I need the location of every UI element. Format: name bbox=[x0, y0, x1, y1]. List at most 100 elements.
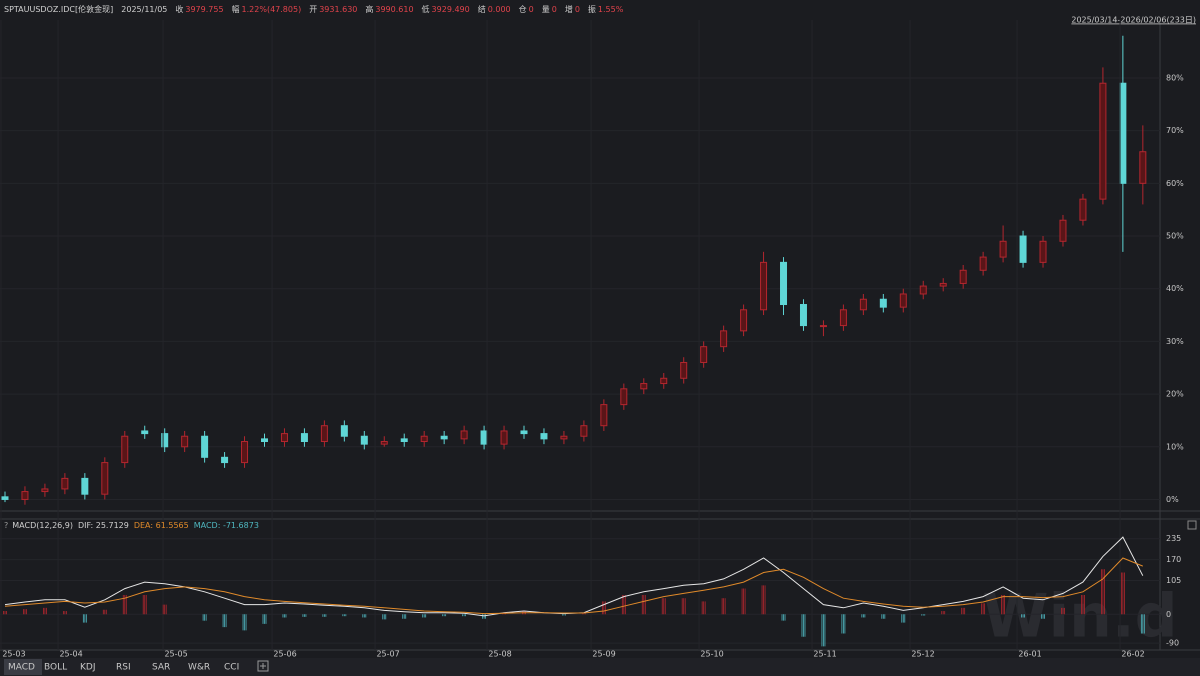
candle-body bbox=[221, 456, 229, 464]
header-item: 3979.755 bbox=[185, 5, 223, 14]
y-tick-label: -90 bbox=[1166, 639, 1179, 648]
candle-body bbox=[300, 433, 308, 443]
x-tick-label: 25-05 bbox=[164, 650, 187, 659]
x-tick-label: 25-09 bbox=[592, 650, 615, 659]
tab-label[interactable]: CCI bbox=[224, 663, 239, 673]
candle-body bbox=[161, 433, 169, 448]
x-tick-label: 25-10 bbox=[700, 650, 723, 659]
candle-body bbox=[61, 477, 69, 490]
header-item: 仓 bbox=[519, 4, 527, 14]
candle-body bbox=[1, 496, 9, 500]
tab-label[interactable]: RSI bbox=[116, 663, 131, 673]
x-tick-label: 25-04 bbox=[59, 650, 82, 659]
candle-body bbox=[41, 488, 49, 493]
candle-body bbox=[839, 309, 847, 327]
x-tick-label: 25-08 bbox=[488, 650, 511, 659]
header-item: 2025/11/05 bbox=[121, 5, 167, 14]
candle-body bbox=[520, 430, 528, 435]
add-tab[interactable] bbox=[257, 660, 269, 672]
candle-body bbox=[799, 304, 807, 327]
tab-label[interactable]: SAR bbox=[152, 663, 170, 673]
candle-body bbox=[620, 388, 628, 406]
candle-body bbox=[680, 361, 688, 379]
candle-body bbox=[141, 430, 149, 435]
close-button[interactable] bbox=[1187, 520, 1197, 530]
header-item: 0 bbox=[552, 5, 557, 14]
candle-body bbox=[1039, 240, 1047, 263]
candle-body bbox=[560, 435, 568, 440]
candle-body bbox=[640, 383, 648, 390]
header-item: 增 bbox=[565, 4, 573, 14]
candle-body bbox=[1059, 219, 1067, 242]
candle-body bbox=[1079, 198, 1087, 221]
candle-body bbox=[201, 435, 209, 458]
x-tick-label: 25-03 bbox=[2, 650, 25, 659]
candle-body bbox=[480, 430, 488, 445]
tab-label[interactable]: MACD bbox=[8, 663, 35, 673]
tab-label[interactable]: W&R bbox=[188, 663, 210, 673]
y-tick-label: 0 bbox=[1166, 610, 1171, 619]
candle-body bbox=[959, 269, 967, 284]
candle-body bbox=[241, 441, 249, 464]
x-tick-label: 25-11 bbox=[813, 650, 836, 659]
y-tick-label: 20% bbox=[1166, 390, 1184, 399]
y-tick-label: 70% bbox=[1166, 126, 1184, 135]
candle-body bbox=[340, 425, 348, 437]
header-line: SPTAUUSDOZ.IDC[伦敦金现] 2025/11/05 收 3979.755 幅… bbox=[4, 4, 624, 14]
y-tick-label: 10% bbox=[1166, 442, 1184, 451]
candle-body bbox=[979, 256, 987, 271]
header-item: 0 bbox=[529, 5, 534, 14]
tab-bar bbox=[0, 658, 1200, 676]
header-item: 1.55% bbox=[598, 5, 624, 14]
header-item: 量 bbox=[542, 5, 550, 14]
candle-body bbox=[440, 435, 448, 440]
legend-icon: ? bbox=[4, 521, 8, 530]
candle-body bbox=[181, 435, 189, 448]
candle-body bbox=[819, 325, 827, 328]
x-tick-label: 26-02 bbox=[1121, 650, 1144, 659]
candle-body bbox=[121, 435, 129, 464]
date-range: 2025/03/14-2026/02/06(233日) bbox=[1071, 16, 1196, 25]
header-item: 0.000 bbox=[488, 5, 511, 14]
candle-body bbox=[919, 285, 927, 295]
legend-entry: MACD: -71.6873 bbox=[194, 521, 259, 530]
candle-body bbox=[400, 438, 408, 443]
header-item: 高 bbox=[365, 4, 373, 14]
tab-label[interactable]: KDJ bbox=[80, 663, 96, 673]
candle-body bbox=[1099, 82, 1107, 200]
candle-body bbox=[600, 404, 608, 427]
candle-body bbox=[380, 441, 388, 445]
x-tick-label: 25-06 bbox=[273, 650, 296, 659]
x-tick-label: 25-12 bbox=[911, 650, 934, 659]
header-item: 开 bbox=[309, 5, 317, 14]
candle-body bbox=[780, 261, 788, 306]
candle-body bbox=[999, 240, 1007, 258]
header-item: 3929.490 bbox=[432, 5, 470, 14]
candle-body bbox=[939, 282, 947, 287]
candle-body bbox=[420, 435, 428, 443]
macd-line bbox=[4, 557, 1143, 615]
add-tab-icon bbox=[260, 663, 266, 669]
header-item: 1.22%(47.805) bbox=[242, 5, 302, 14]
y-tick-label: 235 bbox=[1166, 534, 1181, 543]
candle-body bbox=[740, 309, 748, 332]
candle-body bbox=[320, 425, 328, 443]
tab[interactable] bbox=[4, 659, 42, 675]
candle-body bbox=[760, 261, 768, 311]
legend-title: MACD(12,26,9) bbox=[12, 521, 73, 530]
candle-body bbox=[1019, 235, 1027, 263]
legend: ? MACD(12,26,9) DIF: 25.7129 DEA: 61.5565 MA… bbox=[4, 521, 259, 530]
header-item: SPTAUUSDOZ.IDC[伦敦金现] bbox=[4, 4, 113, 14]
header-item: 幅 bbox=[232, 4, 240, 14]
legend-entry: DEA: 61.5565 bbox=[134, 521, 189, 530]
x-tick-label: 26-01 bbox=[1018, 650, 1041, 659]
candle-body bbox=[580, 425, 588, 437]
candle-body bbox=[500, 430, 508, 445]
tab-label[interactable]: BOLL bbox=[44, 663, 67, 673]
candle-body bbox=[660, 377, 668, 385]
header-item: 收 bbox=[175, 4, 183, 14]
header-item: 0 bbox=[575, 5, 580, 14]
legend-entry: DIF: 25.7129 bbox=[78, 521, 129, 530]
candle-body bbox=[21, 491, 29, 500]
